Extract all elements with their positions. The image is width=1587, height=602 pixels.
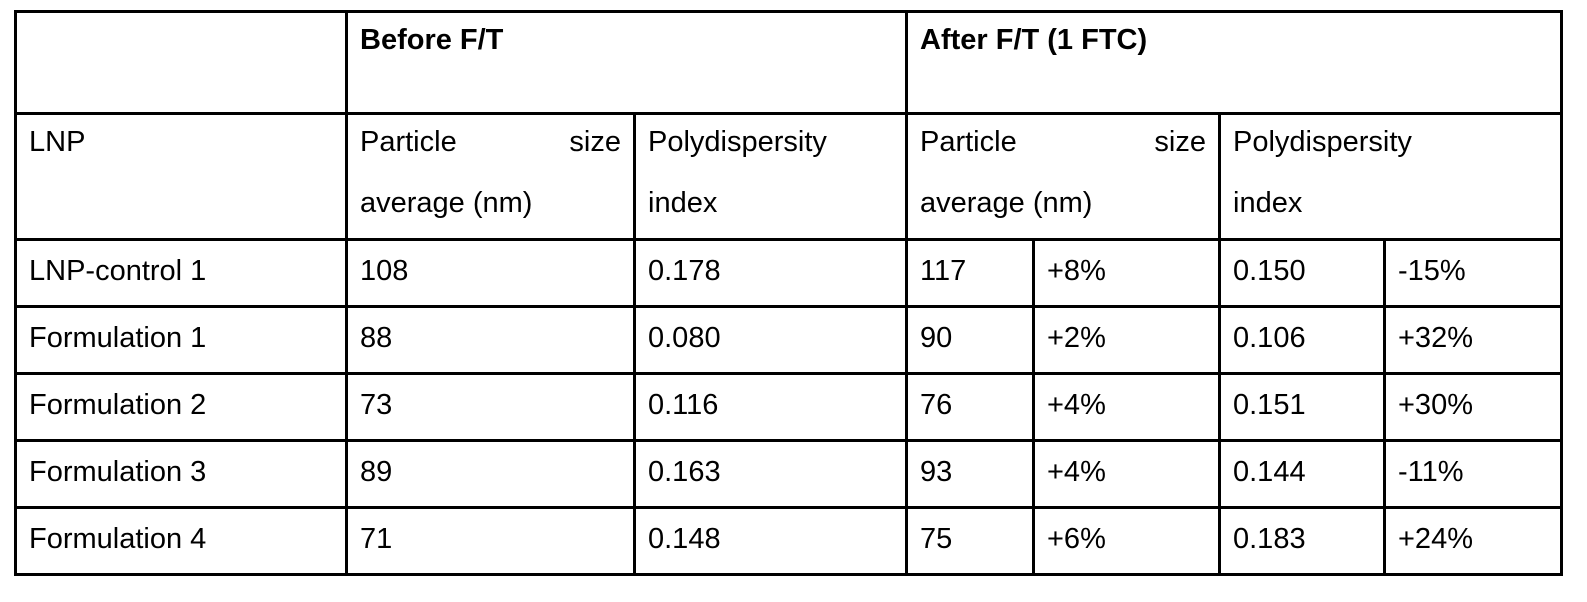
before-pdi-cell: 0.178 <box>633 238 908 308</box>
lnp-name-cell: Formulation 3 <box>14 439 348 509</box>
lnp-column-header-cell: LNP <box>14 112 348 241</box>
average-nm-line: average (nm) <box>360 187 533 220</box>
before-pdi-cell: 0.148 <box>633 506 908 576</box>
column-header-row: LNP Particle size average (nm) Polydispe… <box>14 112 1563 241</box>
table-row: Formulation 3 89 0.163 93 +4% 0.144 -11% <box>14 439 1563 509</box>
after-pdi-cell: 0.151 <box>1218 372 1386 442</box>
lnp-name-cell: Formulation 4 <box>14 506 348 576</box>
table-row: Formulation 4 71 0.148 75 +6% 0.183 +24% <box>14 506 1563 576</box>
table-row: LNP-control 1 108 0.178 117 +8% 0.150 -1… <box>14 238 1563 308</box>
after-pdi-cell: 0.183 <box>1218 506 1386 576</box>
before-pdi-header-cell: Polydispersity index <box>633 112 908 241</box>
average-nm-line: average (nm) <box>920 187 1093 220</box>
lnp-freeze-thaw-stability-table: Before F/T After F/T (1 FTC) LNP Particl… <box>14 10 1563 576</box>
particle-word: Particle <box>360 126 457 158</box>
table-row: Formulation 2 73 0.116 76 +4% 0.151 +30% <box>14 372 1563 442</box>
after-pdi-change-cell: -15% <box>1383 238 1563 308</box>
after-size-cell: 93 <box>905 439 1035 509</box>
after-size-cell: 90 <box>905 305 1035 375</box>
before-size-cell: 73 <box>345 372 636 442</box>
before-size-cell: 71 <box>345 506 636 576</box>
top-header-row: Before F/T After F/T (1 FTC) <box>14 10 1563 115</box>
after-pdi-change-cell: +32% <box>1383 305 1563 375</box>
index-line: index <box>648 187 718 220</box>
after-pdi-cell: 0.150 <box>1218 238 1386 308</box>
after-size-change-cell: +4% <box>1032 372 1221 442</box>
table-row: Formulation 1 88 0.080 90 +2% 0.106 +32% <box>14 305 1563 375</box>
before-size-cell: 89 <box>345 439 636 509</box>
before-particle-size-header-cell: Particle size average (nm) <box>345 112 636 241</box>
particle-size-line: Particle size <box>360 123 621 162</box>
lnp-name-cell: LNP-control 1 <box>14 238 348 308</box>
after-size-change-cell: +6% <box>1032 506 1221 576</box>
after-pdi-header-cell: Polydispersity index <box>1218 112 1563 241</box>
after-size-change-cell: +4% <box>1032 439 1221 509</box>
before-pdi-cell: 0.116 <box>633 372 908 442</box>
after-pdi-cell: 0.144 <box>1218 439 1386 509</box>
corner-cell <box>14 10 348 115</box>
polydispersity-line: Polydispersity <box>1233 126 1412 158</box>
after-pdi-cell: 0.106 <box>1218 305 1386 375</box>
before-size-cell: 88 <box>345 305 636 375</box>
after-size-cell: 117 <box>905 238 1035 308</box>
after-particle-size-header-cell: Particle size average (nm) <box>905 112 1221 241</box>
after-size-change-cell: +8% <box>1032 238 1221 308</box>
lnp-name-cell: Formulation 2 <box>14 372 348 442</box>
before-ft-header-cell: Before F/T <box>345 10 908 115</box>
size-word: size <box>569 126 621 158</box>
after-pdi-change-cell: +30% <box>1383 372 1563 442</box>
before-size-cell: 108 <box>345 238 636 308</box>
after-pdi-change-cell: -11% <box>1383 439 1563 509</box>
particle-word: Particle <box>920 126 1017 158</box>
after-ft-header-cell: After F/T (1 FTC) <box>905 10 1563 115</box>
particle-size-line: Particle size <box>920 123 1206 162</box>
index-line: index <box>1233 187 1303 220</box>
lnp-name-cell: Formulation 1 <box>14 305 348 375</box>
before-pdi-cell: 0.080 <box>633 305 908 375</box>
after-size-cell: 75 <box>905 506 1035 576</box>
after-size-cell: 76 <box>905 372 1035 442</box>
after-size-change-cell: +2% <box>1032 305 1221 375</box>
after-pdi-change-cell: +24% <box>1383 506 1563 576</box>
size-word: size <box>1154 126 1206 158</box>
polydispersity-line: Polydispersity <box>648 126 827 158</box>
before-pdi-cell: 0.163 <box>633 439 908 509</box>
